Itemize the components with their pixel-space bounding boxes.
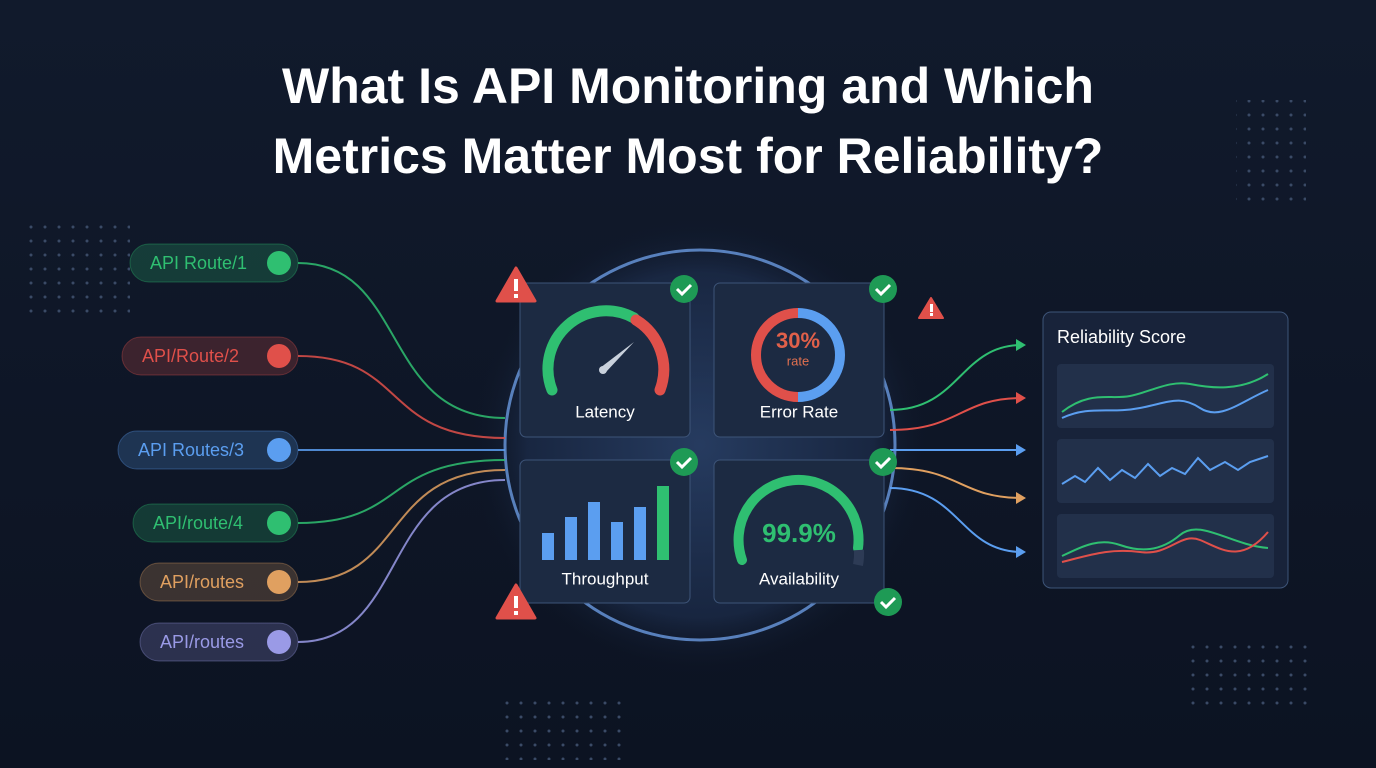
mini-chart xyxy=(1057,439,1274,503)
check-icon xyxy=(670,275,698,303)
mini-line xyxy=(1061,389,1269,419)
route-label: API Routes/3 xyxy=(138,440,244,460)
check-icon xyxy=(670,448,698,476)
metric-cards: Latency 30% rate Error Rate Throughput 9… xyxy=(519,282,885,604)
dot-pattern xyxy=(1236,100,1306,210)
mini-line xyxy=(1061,528,1269,557)
pill xyxy=(139,562,299,602)
output-line xyxy=(889,397,1023,431)
metric-label: Error Rate xyxy=(760,402,838,421)
panel-title: Reliability Score xyxy=(1057,327,1186,347)
warning-icon xyxy=(495,266,537,303)
route-dot xyxy=(267,344,291,368)
status-icons xyxy=(495,266,944,620)
arrowhead xyxy=(1016,444,1026,456)
metric-label: Throughput xyxy=(562,569,649,588)
pill xyxy=(129,243,299,283)
route-label: API/routes xyxy=(160,632,244,652)
flow-line xyxy=(297,479,506,643)
route-label: API/routes xyxy=(160,572,244,592)
title-line: What Is API Monitoring and Which xyxy=(282,58,1094,114)
route-pill: API Route/1 xyxy=(129,243,299,283)
route-pill: API/routes xyxy=(139,622,299,662)
route-label: API Route/1 xyxy=(150,253,247,273)
bar xyxy=(657,486,669,560)
arrowhead xyxy=(1016,392,1026,404)
hub-ring xyxy=(503,248,897,642)
donut-arc xyxy=(797,308,845,402)
route-label: API/Route/2 xyxy=(142,346,239,366)
pill xyxy=(139,622,299,662)
warning-icon xyxy=(495,583,537,620)
flow-line xyxy=(297,469,506,583)
reliability-panel: Reliability Score xyxy=(1042,311,1289,589)
route-pill: API/route/4 xyxy=(132,503,299,543)
mini-line xyxy=(1061,531,1269,563)
arrowhead xyxy=(1016,546,1026,558)
metric-unit: rate xyxy=(787,353,809,368)
metric-value: 30% xyxy=(776,328,820,353)
bar xyxy=(565,517,577,560)
mini-line xyxy=(1061,455,1269,485)
flow-line xyxy=(297,459,506,524)
route-pill: API Routes/3 xyxy=(117,430,299,470)
route-label: API/route/4 xyxy=(153,513,243,533)
dot-pattern xyxy=(1190,636,1310,706)
flow-line xyxy=(297,262,506,419)
availability-arc xyxy=(853,549,865,566)
availability-arc xyxy=(733,474,864,565)
mini-chart xyxy=(1057,364,1274,428)
route-dot xyxy=(267,511,291,535)
flow-line xyxy=(297,355,506,439)
card xyxy=(519,282,691,438)
metric-value: 99.9% xyxy=(762,518,836,548)
route-dot xyxy=(267,251,291,275)
route-dot xyxy=(267,570,291,594)
output-line xyxy=(889,467,1023,499)
gauge-hub xyxy=(599,366,607,374)
bar xyxy=(588,502,600,560)
arrowhead xyxy=(1016,339,1026,351)
throughput-bars xyxy=(542,486,669,560)
card xyxy=(519,459,691,604)
flows xyxy=(297,262,506,643)
pill xyxy=(117,430,299,470)
card xyxy=(713,282,885,438)
bar xyxy=(611,522,623,560)
dot-pattern xyxy=(20,215,130,315)
pill xyxy=(132,503,299,543)
title-line: Metrics Matter Most for Reliability? xyxy=(273,128,1104,184)
dot-pattern xyxy=(505,700,625,760)
routes: API Route/1 API/Route/2 API Routes/3 API/ro… xyxy=(117,243,299,662)
warning-icon xyxy=(918,297,944,319)
check-icon xyxy=(869,275,897,303)
arrowhead xyxy=(1016,492,1026,504)
mini-chart xyxy=(1057,514,1274,578)
bar xyxy=(542,533,554,560)
route-pill: API/routes xyxy=(139,562,299,602)
check-icon xyxy=(869,448,897,476)
metric-label: Availability xyxy=(759,569,840,588)
mini-line xyxy=(1061,373,1269,413)
bar xyxy=(634,507,646,560)
route-dot xyxy=(267,438,291,462)
outputs xyxy=(889,339,1026,558)
gauge-arc xyxy=(542,305,640,396)
metric-label: Latency xyxy=(575,402,635,421)
route-pill: API/Route/2 xyxy=(121,336,299,376)
gauge-arc xyxy=(630,314,670,396)
pill xyxy=(121,336,299,376)
route-dot xyxy=(267,630,291,654)
gauge-needle xyxy=(600,342,634,372)
output-line xyxy=(889,344,1023,411)
output-line xyxy=(889,487,1023,553)
donut-arc xyxy=(751,308,799,402)
check-icon xyxy=(874,588,902,616)
